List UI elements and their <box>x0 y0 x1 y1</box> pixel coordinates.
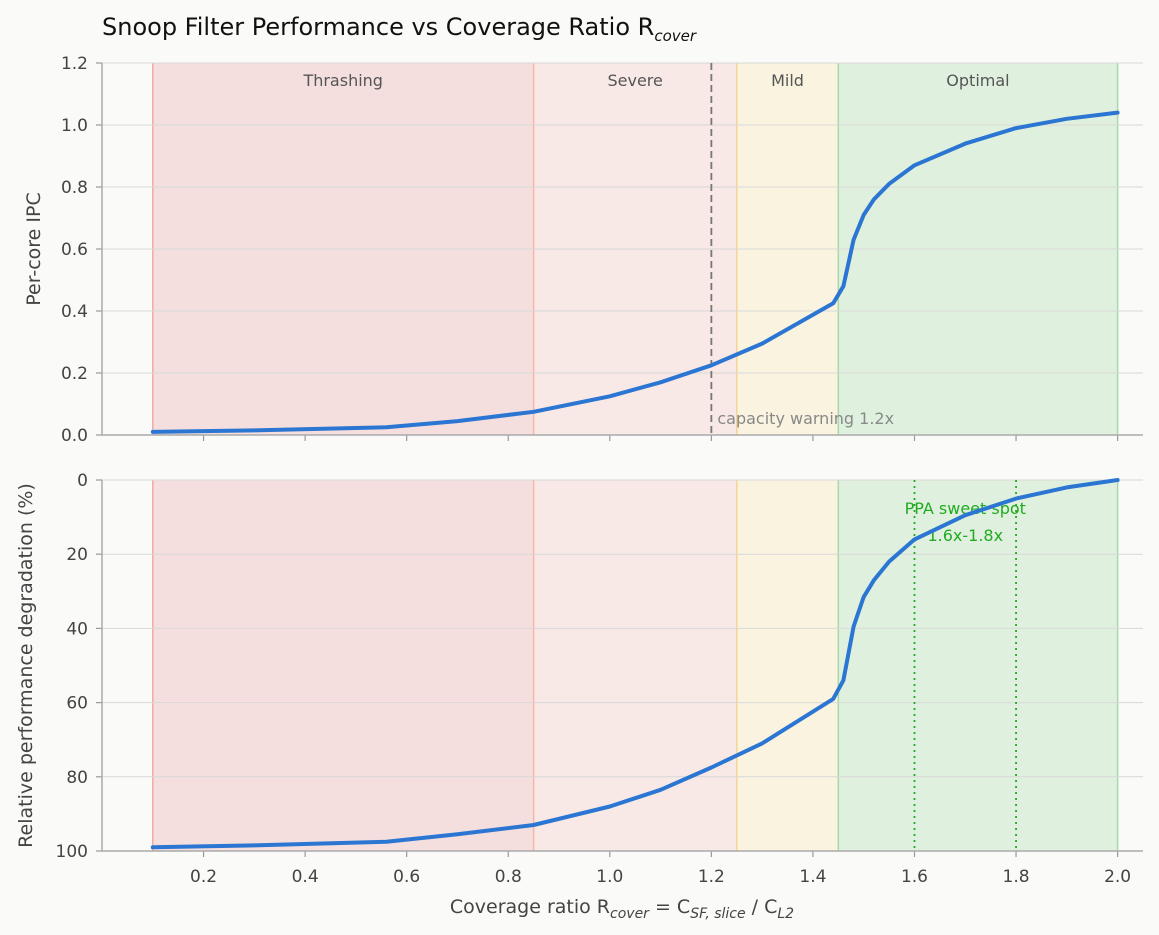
top-y-tick-label: 1.2 <box>61 54 88 74</box>
top-y-tick-label: 0.2 <box>61 364 88 384</box>
x-axis-label: Coverage ratio Rcover = CSF, slice / CL2 <box>450 896 794 922</box>
bottom-y-tick-label: 80 <box>66 768 88 788</box>
bottom-y-tick-label: 100 <box>56 842 88 862</box>
x-tick-label: 1.2 <box>698 867 725 887</box>
bottom-region-mild <box>736 480 839 851</box>
top-region-label-mild: Mild <box>771 71 804 90</box>
x-axis-label-slash: / C <box>746 896 778 918</box>
bottom-y-axis-label: Relative performance degradation (%) <box>15 483 37 848</box>
top-y-tick-label: 0.0 <box>61 426 88 446</box>
bottom-y-tick-label: 60 <box>66 694 88 714</box>
chart-title-subscript: cover <box>654 27 697 45</box>
top-region-label-optimal: Optimal <box>946 71 1009 90</box>
bottom-region-severe <box>533 480 737 851</box>
bottom-region-thrashing <box>152 480 534 851</box>
top-y-axis-label: Per-core IPC <box>23 192 45 305</box>
top-region-label-thrashing: Thrashing <box>302 71 383 90</box>
chart-title-text: Snoop Filter Performance vs Coverage Rat… <box>102 13 654 41</box>
x-tick-label: 0.4 <box>292 867 319 887</box>
x-tick-label: 1.0 <box>596 867 623 887</box>
x-tick-label: 1.4 <box>799 867 826 887</box>
bottom-y-tick-label: 40 <box>66 619 88 639</box>
bottom-series-line <box>150 478 1120 850</box>
bottom-sweet-spot-range: 1.6x-1.8x <box>927 526 1003 545</box>
x-axis-label-sub-l2: L2 <box>777 906 794 922</box>
top-capacity-warning-label: capacity warning 1.2x <box>717 409 894 428</box>
top-y-tick-label: 1.0 <box>61 116 88 136</box>
x-axis-label-sub-sf: SF, slice <box>690 906 745 922</box>
bottom-panel: 0 20 40 60 80 100 0.2 0.4 0.6 0.8 1.0 1.2 1.4 1.6 1.8 2… <box>15 471 1143 887</box>
top-y-tick-label: 0.4 <box>61 302 88 322</box>
x-tick-label: 2.0 <box>1104 867 1131 887</box>
x-tick-label: 0.6 <box>393 867 420 887</box>
top-panel: Thrashing Severe Mild Optimal 0.0 0.2 0.4 0.6 0.… <box>23 54 1143 446</box>
x-tick-label: 0.8 <box>495 867 522 887</box>
x-tick-label: 0.2 <box>190 867 217 887</box>
top-y-tick-label: 0.8 <box>61 178 88 198</box>
bottom-region-optimal <box>838 480 1118 851</box>
top-series-line <box>150 110 1120 434</box>
top-region-label-severe: Severe <box>607 71 662 90</box>
top-y-tick-label: 0.6 <box>61 240 88 260</box>
bottom-y-tick-label: 20 <box>66 545 88 565</box>
x-axis-label-sub-cover: cover <box>610 906 650 922</box>
x-axis-label-eq: = C <box>649 896 690 918</box>
x-tick-label: 1.6 <box>901 867 928 887</box>
chart-title: Snoop Filter Performance vs Coverage Rat… <box>102 13 697 45</box>
x-axis-label-text: Coverage ratio R <box>450 896 610 918</box>
bottom-y-tick-label: 0 <box>77 471 88 491</box>
x-tick-label: 1.8 <box>1003 867 1030 887</box>
